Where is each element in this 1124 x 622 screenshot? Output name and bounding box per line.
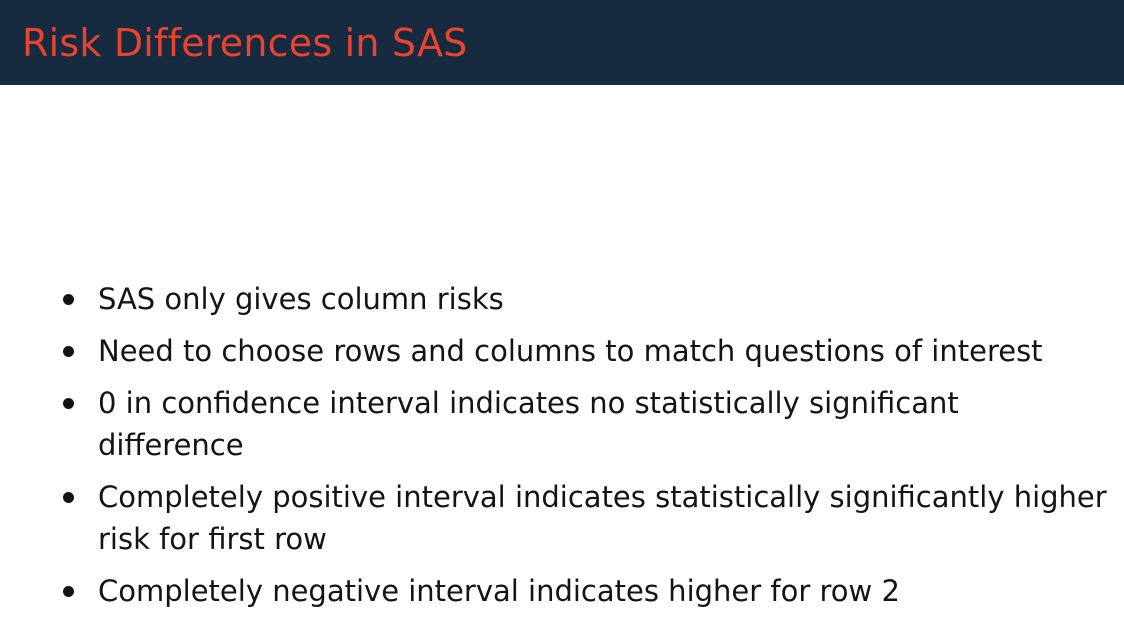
bullet-text: Need to choose rows and columns to match… [98, 334, 1043, 368]
bullet-item: 0 in confidence interval indicates no st… [60, 382, 1110, 466]
bullet-item: Need to choose rows and columns to match… [60, 330, 1110, 372]
bullet-text: Completely negative interval indicates h… [98, 574, 900, 608]
bullet-text: 0 in confidence interval indicates no st… [98, 386, 959, 462]
bullet-text: SAS only gives column risks [98, 282, 504, 316]
bullet-text: Completely positive interval indicates s… [98, 480, 1107, 556]
bullet-list: SAS only gives column risks Need to choo… [60, 278, 1110, 622]
slide-title: Risk Differences in SAS [22, 21, 468, 65]
bullet-item: Completely negative interval indicates h… [60, 570, 1110, 612]
bullet-dot-icon [63, 586, 74, 597]
slide-header: Risk Differences in SAS [0, 0, 1124, 85]
bullet-dot-icon [63, 294, 74, 305]
bullet-dot-icon [63, 492, 74, 503]
bullet-item: SAS only gives column risks [60, 278, 1110, 320]
bullet-dot-icon [63, 346, 74, 357]
bullet-dot-icon [63, 398, 74, 409]
bullet-item: Completely positive interval indicates s… [60, 476, 1110, 560]
